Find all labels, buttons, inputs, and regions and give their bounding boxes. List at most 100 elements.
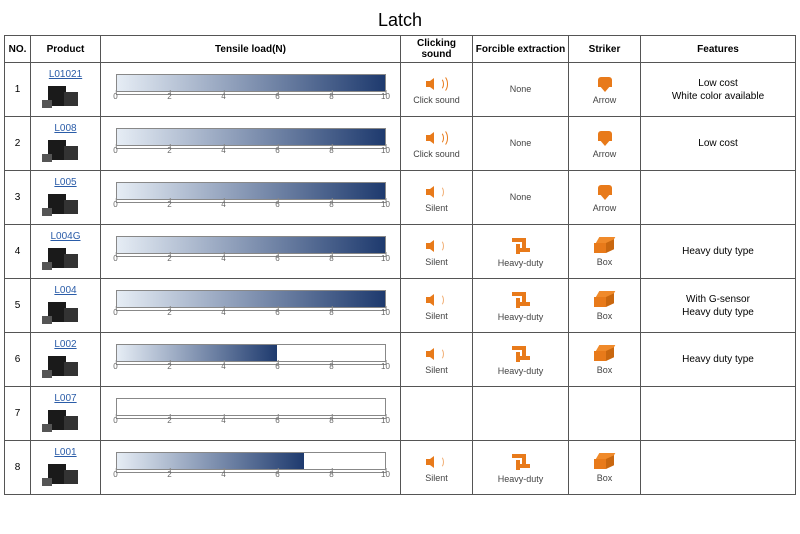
cell-clicking [401, 387, 473, 441]
striker: Arrow [571, 129, 638, 159]
striker: Box [571, 237, 638, 267]
cell-no: 7 [5, 387, 31, 441]
cell-product: L004G [31, 225, 101, 279]
cell-no: 8 [5, 441, 31, 495]
forcible-none-label: None [510, 84, 532, 94]
product-thumb-icon [42, 460, 90, 488]
cell-product: L008 [31, 117, 101, 171]
sound: Silent [403, 183, 470, 213]
striker-label: Box [597, 473, 613, 483]
sound: Silent [403, 453, 470, 483]
product-link[interactable]: L008 [33, 123, 98, 134]
cell-features: Heavy duty type [641, 333, 796, 387]
cell-features [641, 387, 796, 441]
sound-silent-icon [426, 291, 448, 309]
page-title: Latch [4, 4, 796, 35]
striker: Arrow [571, 183, 638, 213]
tensile-bar: 0246810 [116, 452, 386, 484]
sound-silent-icon [426, 453, 448, 471]
col-forcible: Forcible extraction [473, 36, 569, 63]
cell-tensile: 0246810 [101, 117, 401, 171]
product-thumb-icon [42, 190, 90, 218]
product-thumb-icon [42, 136, 90, 164]
forcible: Heavy-duty [475, 290, 566, 322]
table-row: 7L0070246810 [5, 387, 796, 441]
latch-table: NO. Product Tensile load(N) Clicking sou… [4, 35, 796, 495]
product-thumb-icon [42, 82, 90, 110]
sound-click-icon [426, 129, 448, 147]
col-no: NO. [5, 36, 31, 63]
col-features: Features [641, 36, 796, 63]
striker-box-icon [594, 345, 616, 363]
cell-striker [569, 387, 641, 441]
tensile-bar: 0246810 [116, 344, 386, 376]
heavy-duty-icon [510, 344, 532, 364]
table-row: 8L001 0246810 SilentHeavy-duty Box [5, 441, 796, 495]
cell-no: 2 [5, 117, 31, 171]
striker-label: Box [597, 365, 613, 375]
cell-forcible: Heavy-duty [473, 279, 569, 333]
striker-label: Arrow [593, 149, 617, 159]
cell-forcible: Heavy-duty [473, 441, 569, 495]
product-link[interactable]: L002 [33, 339, 98, 350]
col-striker: Striker [569, 36, 641, 63]
heavy-duty-icon [510, 236, 532, 256]
table-row: 2L0080246810Click soundNoneArrowLow cost [5, 117, 796, 171]
sound: Silent [403, 291, 470, 321]
cell-product: L001 [31, 441, 101, 495]
heavy-duty-icon [510, 290, 532, 310]
forcible-label: Heavy-duty [498, 312, 544, 322]
sound: Click sound [403, 75, 470, 105]
striker-label: Arrow [593, 203, 617, 213]
cell-striker: Arrow [569, 171, 641, 225]
product-link[interactable]: L005 [33, 177, 98, 188]
sound-label: Click sound [413, 95, 460, 105]
striker: Box [571, 453, 638, 483]
cell-forcible: Heavy-duty [473, 333, 569, 387]
cell-clicking: Silent [401, 279, 473, 333]
cell-tensile: 0246810 [101, 63, 401, 117]
cell-tensile: 0246810 [101, 387, 401, 441]
forcible-none-label: None [510, 138, 532, 148]
cell-product: L01021 [31, 63, 101, 117]
sound: Silent [403, 345, 470, 375]
tensile-bar: 0246810 [116, 290, 386, 322]
product-link[interactable]: L007 [33, 393, 98, 404]
cell-features: Low cost [641, 117, 796, 171]
product-thumb-icon [42, 352, 90, 380]
cell-product: L004 [31, 279, 101, 333]
cell-striker: Arrow [569, 63, 641, 117]
striker-box-icon [594, 237, 616, 255]
cell-forcible: Heavy-duty [473, 225, 569, 279]
cell-product: L005 [31, 171, 101, 225]
cell-product: L002 [31, 333, 101, 387]
tensile-bar: 0246810 [116, 182, 386, 214]
sound-label: Silent [425, 203, 448, 213]
product-link[interactable]: L004G [33, 231, 98, 242]
sound-label: Silent [425, 365, 448, 375]
striker-label: Arrow [593, 95, 617, 105]
striker: Box [571, 345, 638, 375]
cell-no: 6 [5, 333, 31, 387]
cell-tensile: 0246810 [101, 225, 401, 279]
tensile-bar: 0246810 [116, 128, 386, 160]
cell-features [641, 171, 796, 225]
heavy-duty-icon [510, 452, 532, 472]
cell-clicking: Click sound [401, 63, 473, 117]
cell-forcible: None [473, 63, 569, 117]
cell-clicking: Silent [401, 171, 473, 225]
cell-striker: Box [569, 333, 641, 387]
forcible: Heavy-duty [475, 236, 566, 268]
product-link[interactable]: L01021 [33, 69, 98, 80]
header-row: NO. Product Tensile load(N) Clicking sou… [5, 36, 796, 63]
sound-silent-icon [426, 345, 448, 363]
striker-arrow-icon [595, 129, 615, 147]
product-link[interactable]: L001 [33, 447, 98, 458]
cell-tensile: 0246810 [101, 441, 401, 495]
features-text: Low costWhite color available [643, 77, 793, 103]
table-row: 6L002 0246810 Silent Heavy-duty Box Heavy dut… [5, 333, 796, 387]
forcible: Heavy-duty [475, 452, 566, 484]
features-text: Low cost [643, 137, 793, 150]
cell-product: L007 [31, 387, 101, 441]
product-link[interactable]: L004 [33, 285, 98, 296]
